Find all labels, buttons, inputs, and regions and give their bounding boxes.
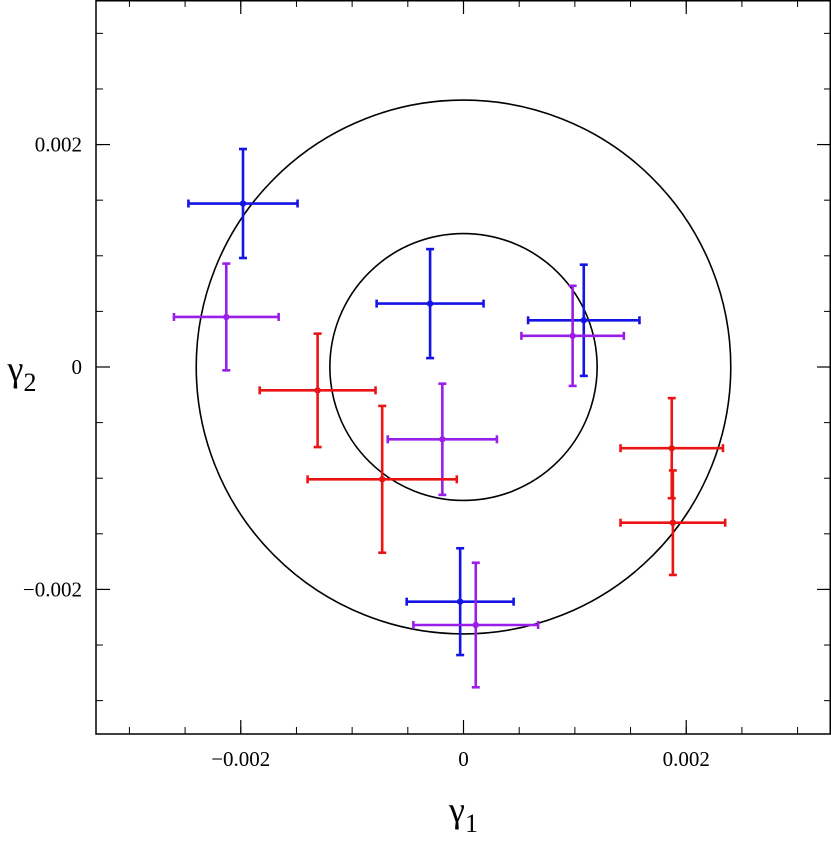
point-marker [314,387,321,394]
data-point [405,546,515,657]
point-marker [239,200,247,207]
y-axis-label: γ2 [7,349,37,397]
point-marker [456,598,464,605]
data-point [258,332,377,449]
x-axis-label: γ1 [448,790,478,838]
point-marker [223,313,230,321]
point-marker [580,317,587,324]
point-marker [426,300,434,307]
data-point [375,247,485,360]
inner-circle [329,232,598,502]
data-point [619,469,727,577]
data-point [306,404,459,555]
point-marker [439,436,446,443]
x-tick-label: −0.002 [211,747,270,771]
data-point [386,382,499,497]
y-axis-label-subscript: 2 [23,368,36,397]
y-axis-label-symbol: γ [7,349,24,389]
major-ticks [96,0,831,734]
point-marker [472,621,479,629]
point-marker [379,476,386,483]
outer-circle [195,99,732,635]
data-point [172,262,280,372]
tick-labels: −0.002 0 0.002 0.002 0 −0.002 [23,133,710,771]
y-tick-label: 0.002 [35,133,82,157]
x-axis-label-subscript: 1 [465,809,478,838]
point-marker [569,332,576,340]
plot-frame [95,0,831,735]
x-tick-label: 0 [458,747,469,771]
y-tick-label: −0.002 [23,577,82,601]
x-axis-label-symbol: γ [448,790,465,830]
data-point [520,284,626,388]
y-tick-label: 0 [72,355,83,379]
reference-circles [195,99,732,635]
point-marker [669,519,677,526]
data-point [412,561,540,689]
data-points [172,147,727,689]
data-point [187,147,299,260]
point-marker [668,444,675,452]
x-tick-label: 0.002 [663,747,710,771]
data-point [526,263,641,378]
